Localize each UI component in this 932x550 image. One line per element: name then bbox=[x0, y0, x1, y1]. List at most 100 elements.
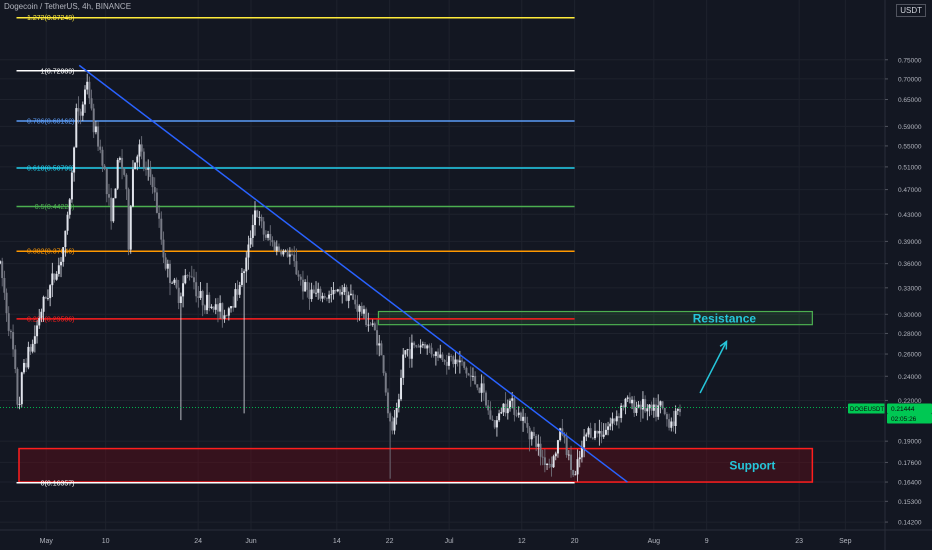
price-axis[interactable]: 0.75000 0.70000 0.65000 0.59000 0.55000 0.510… bbox=[884, 0, 932, 550]
candle-body bbox=[247, 244, 250, 258]
candle-body bbox=[541, 456, 544, 458]
candle-body bbox=[391, 421, 394, 431]
candle-body bbox=[465, 367, 468, 374]
candle-body bbox=[149, 168, 152, 177]
candle-body bbox=[609, 423, 612, 427]
candle-body bbox=[280, 251, 283, 255]
candle-body bbox=[572, 469, 575, 476]
arrow-shaft[interactable] bbox=[699, 341, 728, 394]
candle-body bbox=[138, 144, 141, 157]
candle-body bbox=[628, 397, 631, 404]
candle-body bbox=[44, 296, 47, 299]
candle-body bbox=[230, 306, 233, 309]
y-tick-label: 0.33000 bbox=[898, 285, 922, 292]
candle-body bbox=[212, 306, 215, 310]
candle-body bbox=[201, 291, 204, 306]
candle-body bbox=[203, 305, 206, 311]
candle-body bbox=[539, 443, 542, 457]
candle-body bbox=[134, 162, 137, 170]
candle-body bbox=[9, 330, 12, 333]
candle-body bbox=[328, 294, 331, 299]
candle-body bbox=[652, 404, 655, 411]
currency-badge[interactable]: USDT bbox=[896, 4, 926, 17]
candle-body bbox=[356, 304, 359, 312]
x-tick-label: 12 bbox=[518, 538, 526, 545]
candle-body bbox=[406, 349, 409, 351]
candle-body bbox=[131, 169, 134, 207]
candle-body bbox=[319, 288, 322, 299]
candle-body bbox=[615, 416, 618, 422]
candle-body bbox=[439, 354, 442, 358]
candle-body bbox=[386, 392, 389, 414]
candle-body bbox=[395, 407, 398, 418]
last-price-tag[interactable] bbox=[887, 403, 932, 414]
candle-body bbox=[249, 237, 252, 245]
candle-body bbox=[639, 404, 642, 410]
descending-trendline[interactable] bbox=[78, 64, 628, 483]
candle-body bbox=[288, 254, 291, 257]
candle-body bbox=[92, 108, 95, 133]
candle-body bbox=[661, 401, 664, 408]
fibonacci-retracement[interactable]: 1.272(0.87248) 1(0.72089) 0.786(0.60162) 0.… bbox=[16, 15, 575, 487]
candle-body bbox=[380, 343, 383, 356]
support-zone[interactable] bbox=[18, 447, 814, 483]
candle-body bbox=[253, 210, 256, 226]
candle-body bbox=[123, 168, 126, 175]
x-tick-label: 24 bbox=[194, 538, 202, 545]
symbol-tag[interactable] bbox=[848, 403, 885, 414]
y-tick-label: 0.36000 bbox=[898, 261, 922, 268]
candle-body bbox=[626, 397, 629, 399]
candle-body bbox=[243, 271, 246, 274]
y-tick-label: 0.15300 bbox=[898, 499, 922, 506]
candle-body bbox=[297, 274, 300, 277]
candle-body bbox=[66, 214, 69, 231]
candle-body bbox=[57, 265, 60, 274]
candle-body bbox=[358, 305, 361, 312]
candle-body bbox=[410, 342, 413, 359]
y-tick-label: 0.59000 bbox=[898, 124, 922, 131]
candle-body bbox=[563, 434, 566, 438]
candle-body bbox=[267, 234, 270, 238]
arrow-head[interactable] bbox=[719, 339, 728, 350]
time-axis[interactable]: May 10 24 Jun 14 22 Jul 12 20 Aug 9 23 Sep bbox=[0, 529, 932, 545]
candle-body bbox=[40, 311, 43, 319]
candle-body bbox=[118, 157, 121, 160]
candle-body bbox=[25, 362, 28, 368]
candle-body bbox=[648, 404, 651, 409]
candle-body bbox=[624, 398, 627, 407]
candle-body bbox=[182, 283, 185, 297]
candle-body bbox=[515, 414, 518, 416]
fib-label-1: 1(0.72089) bbox=[41, 68, 75, 75]
candle-body bbox=[31, 343, 34, 352]
candle-body bbox=[349, 293, 352, 296]
candle-body bbox=[38, 318, 41, 326]
candle-body bbox=[430, 347, 433, 355]
candle-body bbox=[94, 126, 97, 133]
candle-body bbox=[64, 230, 67, 248]
candle-body bbox=[556, 440, 559, 454]
candle-body bbox=[622, 405, 625, 407]
candle-body bbox=[14, 349, 17, 369]
y-tick-label: 0.28000 bbox=[898, 331, 922, 338]
chart-title: Dogecoin / TetherUS, 4h, BINANCE bbox=[4, 2, 131, 11]
symbol-label: Dogecoin / TetherUS, 4h, BINANCE bbox=[4, 2, 132, 11]
resistance-zone[interactable] bbox=[377, 310, 813, 326]
candle-body bbox=[273, 242, 276, 251]
candle-body bbox=[576, 459, 579, 475]
candle-body bbox=[583, 436, 586, 448]
candle-body bbox=[232, 306, 235, 308]
candle-body bbox=[668, 419, 671, 428]
candle-body bbox=[522, 416, 525, 421]
candle-body bbox=[384, 373, 387, 393]
candle-body bbox=[284, 250, 287, 252]
candle-body bbox=[447, 356, 450, 366]
drawings[interactable]: Resistance Support DOGEUSDT bbox=[0, 64, 885, 483]
fib-label-0.382: 0.382(0.37646) bbox=[27, 249, 74, 256]
candle-body bbox=[206, 294, 209, 311]
candle-body bbox=[195, 282, 198, 297]
candle-body bbox=[192, 277, 195, 283]
candle-body bbox=[554, 453, 557, 457]
x-tick-label: 23 bbox=[795, 538, 803, 545]
candle-body bbox=[607, 426, 610, 430]
